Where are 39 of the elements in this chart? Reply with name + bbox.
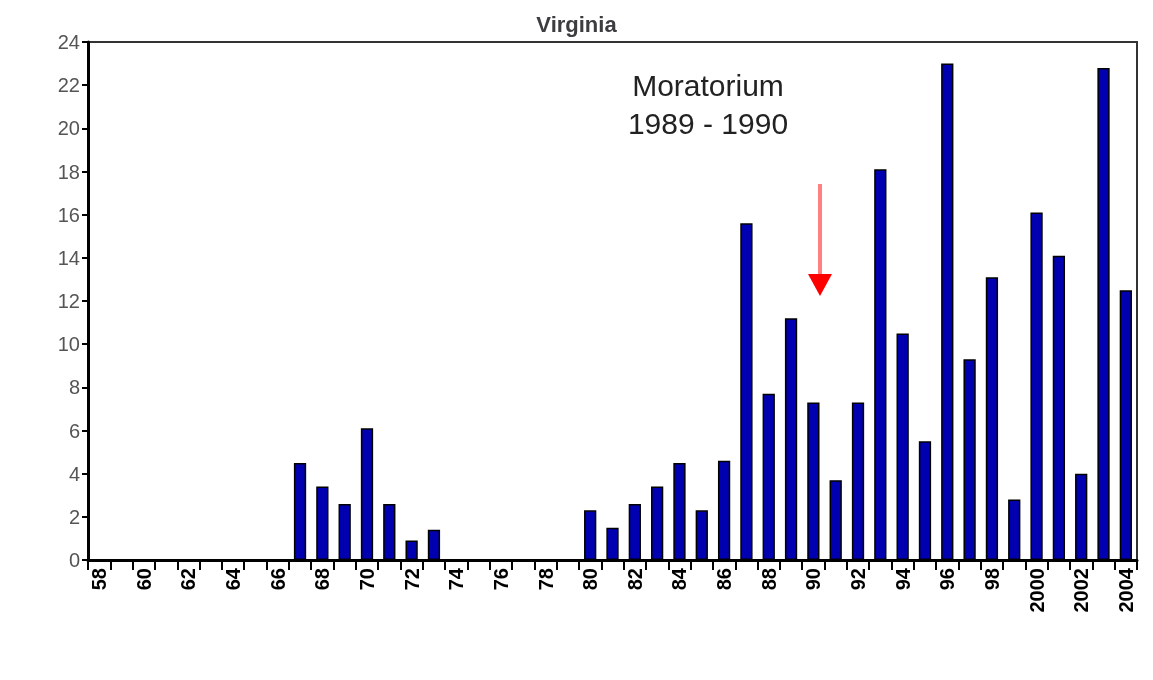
x-tick-label: 58	[88, 568, 111, 591]
y-tick-label: 2	[68, 505, 80, 528]
x-tick-label: 76	[489, 568, 512, 591]
x-tick-label: 2004	[1114, 567, 1137, 613]
x-tick-label: 72	[400, 568, 423, 591]
annotation: Moratorium 1989 - 1990	[627, 68, 789, 140]
y-tick-label: 20	[57, 117, 80, 140]
x-tick-label: 62	[177, 568, 200, 591]
x-tick-label: 64	[222, 567, 245, 591]
x-tick-label: 84	[668, 567, 691, 591]
y-tick-label: 0	[68, 549, 80, 571]
y-tick-label: 4	[68, 462, 80, 485]
x-tick-label: 74	[445, 567, 468, 591]
x-tick-label: 60	[132, 568, 155, 591]
y-tick-label: 18	[57, 160, 80, 183]
y-tick-label: 10	[57, 333, 80, 356]
y-tick-label: 12	[57, 290, 80, 312]
x-tick-label: 98	[980, 568, 1003, 591]
x-tick-label: 70	[355, 568, 378, 591]
x-tick-label: 94	[891, 567, 914, 591]
y-tick-label: 8	[68, 376, 80, 399]
y-tick-label: 16	[57, 203, 80, 226]
x-tick-label: 86	[713, 568, 736, 591]
chart-title: Virginia	[536, 11, 618, 37]
x-tick-label: 78	[534, 568, 557, 591]
x-tick-label: 90	[802, 568, 825, 591]
x-tick-label: 88	[757, 568, 780, 591]
y-tick-label: 14	[57, 246, 80, 269]
x-tick-label: 96	[936, 568, 959, 591]
x-tick-label: 92	[847, 568, 870, 591]
x-tick-label: 2002	[1070, 568, 1093, 613]
x-tick-label: 80	[579, 568, 602, 591]
x-tick-label: 82	[623, 568, 646, 591]
y-tick-label: 24	[57, 31, 80, 53]
x-tick-label: 66	[266, 568, 289, 591]
x-tick-label: 2000	[1025, 568, 1048, 613]
x-tick-label: 68	[311, 568, 334, 591]
y-tick-label: 22	[57, 74, 80, 97]
y-tick-label: 6	[68, 419, 80, 442]
